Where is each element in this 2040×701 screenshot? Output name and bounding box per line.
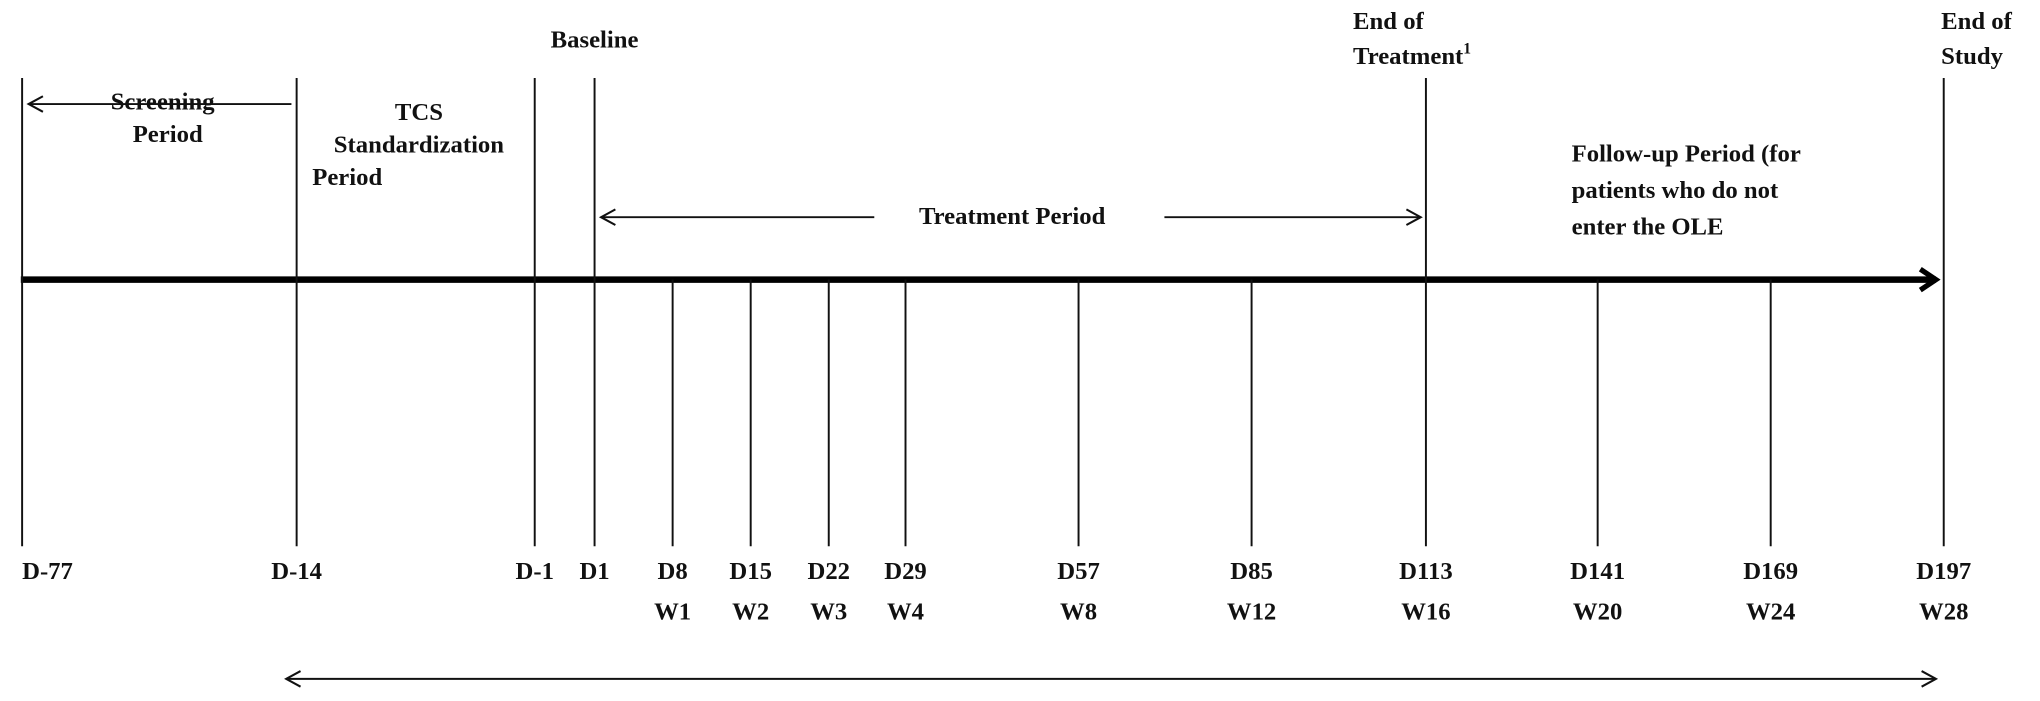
- day-label: D197: [1916, 558, 1971, 585]
- week-label: W1: [654, 599, 691, 626]
- week-label: W8: [1060, 599, 1097, 626]
- day-label: D29: [884, 558, 927, 585]
- week-label: W28: [1919, 599, 1968, 626]
- week-label: W4: [887, 599, 924, 626]
- day-label: D8: [658, 558, 688, 585]
- period-label: enter the OLE: [1572, 214, 1724, 241]
- day-label: D113: [1399, 558, 1453, 585]
- day-label: D85: [1230, 558, 1273, 585]
- milestone-label: Treatment1: [1353, 40, 1471, 70]
- week-label: W20: [1573, 599, 1622, 626]
- day-label: D-77: [22, 558, 73, 585]
- week-label: W3: [810, 599, 847, 626]
- week-label: W24: [1746, 599, 1795, 626]
- day-label: D15: [729, 558, 772, 585]
- period-label: patients who do not: [1572, 177, 1779, 204]
- day-label: D141: [1570, 558, 1625, 585]
- milestone-label: End of: [1941, 8, 2012, 35]
- day-label: D169: [1743, 558, 1798, 585]
- period-label: Period: [312, 164, 382, 191]
- week-label: W12: [1227, 599, 1276, 626]
- day-label: D57: [1057, 558, 1100, 585]
- period-label: Period: [133, 121, 203, 148]
- footnote-marker: 1: [1463, 40, 1471, 57]
- period-label: Standardization: [334, 132, 504, 159]
- day-label: D-1: [516, 558, 554, 585]
- milestone-label: End of: [1353, 8, 1424, 35]
- period-label: Screening: [111, 89, 216, 116]
- day-label: D-14: [271, 558, 322, 585]
- period-label: Treatment Period: [919, 203, 1106, 230]
- period-label: Follow-up Period (for: [1572, 141, 1801, 168]
- week-label: W2: [732, 599, 769, 626]
- period-label: TCS: [395, 99, 443, 126]
- milestone-label: Baseline: [551, 26, 639, 53]
- milestone-label: Study: [1941, 43, 2003, 70]
- day-label: D1: [579, 558, 609, 585]
- week-label: W16: [1401, 599, 1450, 626]
- day-label: D22: [807, 558, 850, 585]
